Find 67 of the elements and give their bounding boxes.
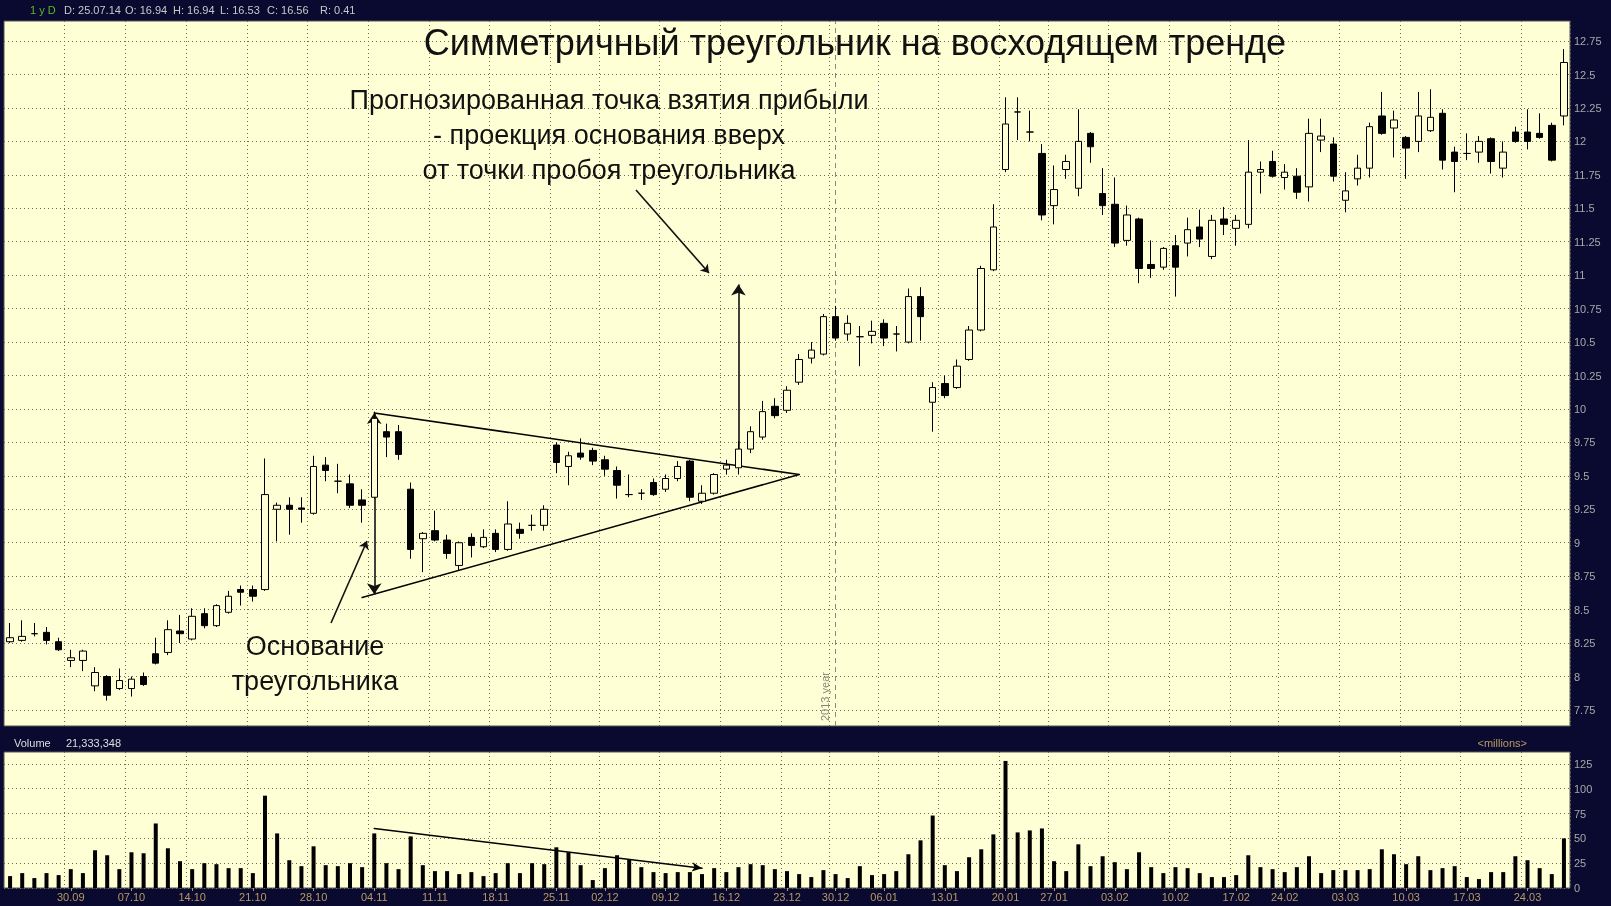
x-tick-label: 06.01 [870,890,898,903]
y-tick-label: 75 [1574,807,1587,820]
x-tick-label: 10.02 [1161,890,1190,903]
y-tick-label: 9.25 [1574,503,1596,516]
x-tick-label: 18.11 [482,890,510,903]
text: 21,333,348 [66,737,122,749]
y-tick-label: 9.75 [1574,436,1596,449]
y-tick-label: 8.25 [1574,637,1596,650]
x-tick-label: 23.12 [773,890,801,903]
x-tick-label: 27.01 [1040,890,1068,903]
y-tick-label: 8 [1574,670,1581,683]
y-tick-label: 11.25 [1574,235,1601,248]
y-tick-label: 12.5 [1574,68,1596,81]
y-tick-label: 11.75 [1574,168,1601,181]
annotation: Основание треугольника [231,631,400,696]
y-tick-label: 125 [1574,757,1593,770]
y-tick-label: 12.75 [1574,35,1602,48]
x-tick-label: 17.03 [1453,890,1481,903]
x-tick-label: 11.11 [422,890,448,903]
text: R: 0.41 [320,4,356,16]
x-tick-label: 03.02 [1101,890,1129,903]
x-tick-label: 21.10 [239,890,267,903]
y-tick-label: 10 [1574,402,1587,415]
x-tick-label: 25.11 [542,890,570,903]
y-tick-label: 8.5 [1574,603,1590,616]
y-axis-title: <millions> [1477,737,1527,749]
y-tick-label: 50 [1574,832,1587,845]
x-tick-label: 30.12 [821,890,850,903]
y-tick-label: 8.75 [1574,570,1596,583]
chart-title: Симметричный треугольник на восходящем тренде [423,21,1287,63]
x-tick-label: 04.11 [360,890,388,903]
text: L: 16.53 [220,4,260,16]
x-tick-label: 24.03 [1513,890,1542,903]
chart-title: Volume [14,737,51,749]
y-tick-label: 100 [1574,782,1593,795]
y-tick-label: 0 [1574,882,1581,894]
x-tick-label: 02.12 [591,890,619,903]
y-tick-label: 9.5 [1574,469,1590,482]
x-tick-label: 09.12 [651,890,680,903]
y-tick-label: 12 [1574,135,1587,148]
text: H: 16.94 [173,4,215,16]
y-tick-label: 10.5 [1574,336,1596,349]
text: C: 16.56 [267,4,309,16]
text: O: 16.94 [125,4,168,16]
y-tick-label: 11 [1574,269,1586,282]
y-tick-label: 25 [1574,857,1587,870]
y-tick-label: 9 [1574,536,1581,549]
x-tick-label: 28.10 [299,890,328,903]
y-tick-label: 11.5 [1574,202,1595,215]
ref-line-label: 2013 year [819,671,832,721]
x-tick-label: 14.10 [178,890,206,903]
x-tick-label: 07.10 [117,890,146,903]
text: 1 y D [30,4,56,16]
x-tick-label: 24.02 [1270,890,1299,903]
x-tick-label: 10.03 [1392,890,1420,903]
annotation: Прогнозированная точка взятия прибыли - проекция основания вверх от точки пробоя треугольника [349,85,869,185]
x-tick-label: 30.09 [57,890,85,903]
x-tick-label: 20.01 [991,890,1020,903]
y-tick-label: 10.25 [1574,369,1602,382]
x-tick-label: 13.01 [931,890,959,903]
y-tick-label: 7.75 [1574,703,1596,716]
y-tick-label: 10.75 [1574,302,1602,315]
x-tick-label: 17.02 [1222,890,1250,903]
text: D: 25.07.14 [64,4,121,16]
y-tick-label: 12.25 [1574,101,1602,114]
x-tick-label: 16.12 [712,890,741,903]
x-tick-label: 03.03 [1331,890,1360,903]
